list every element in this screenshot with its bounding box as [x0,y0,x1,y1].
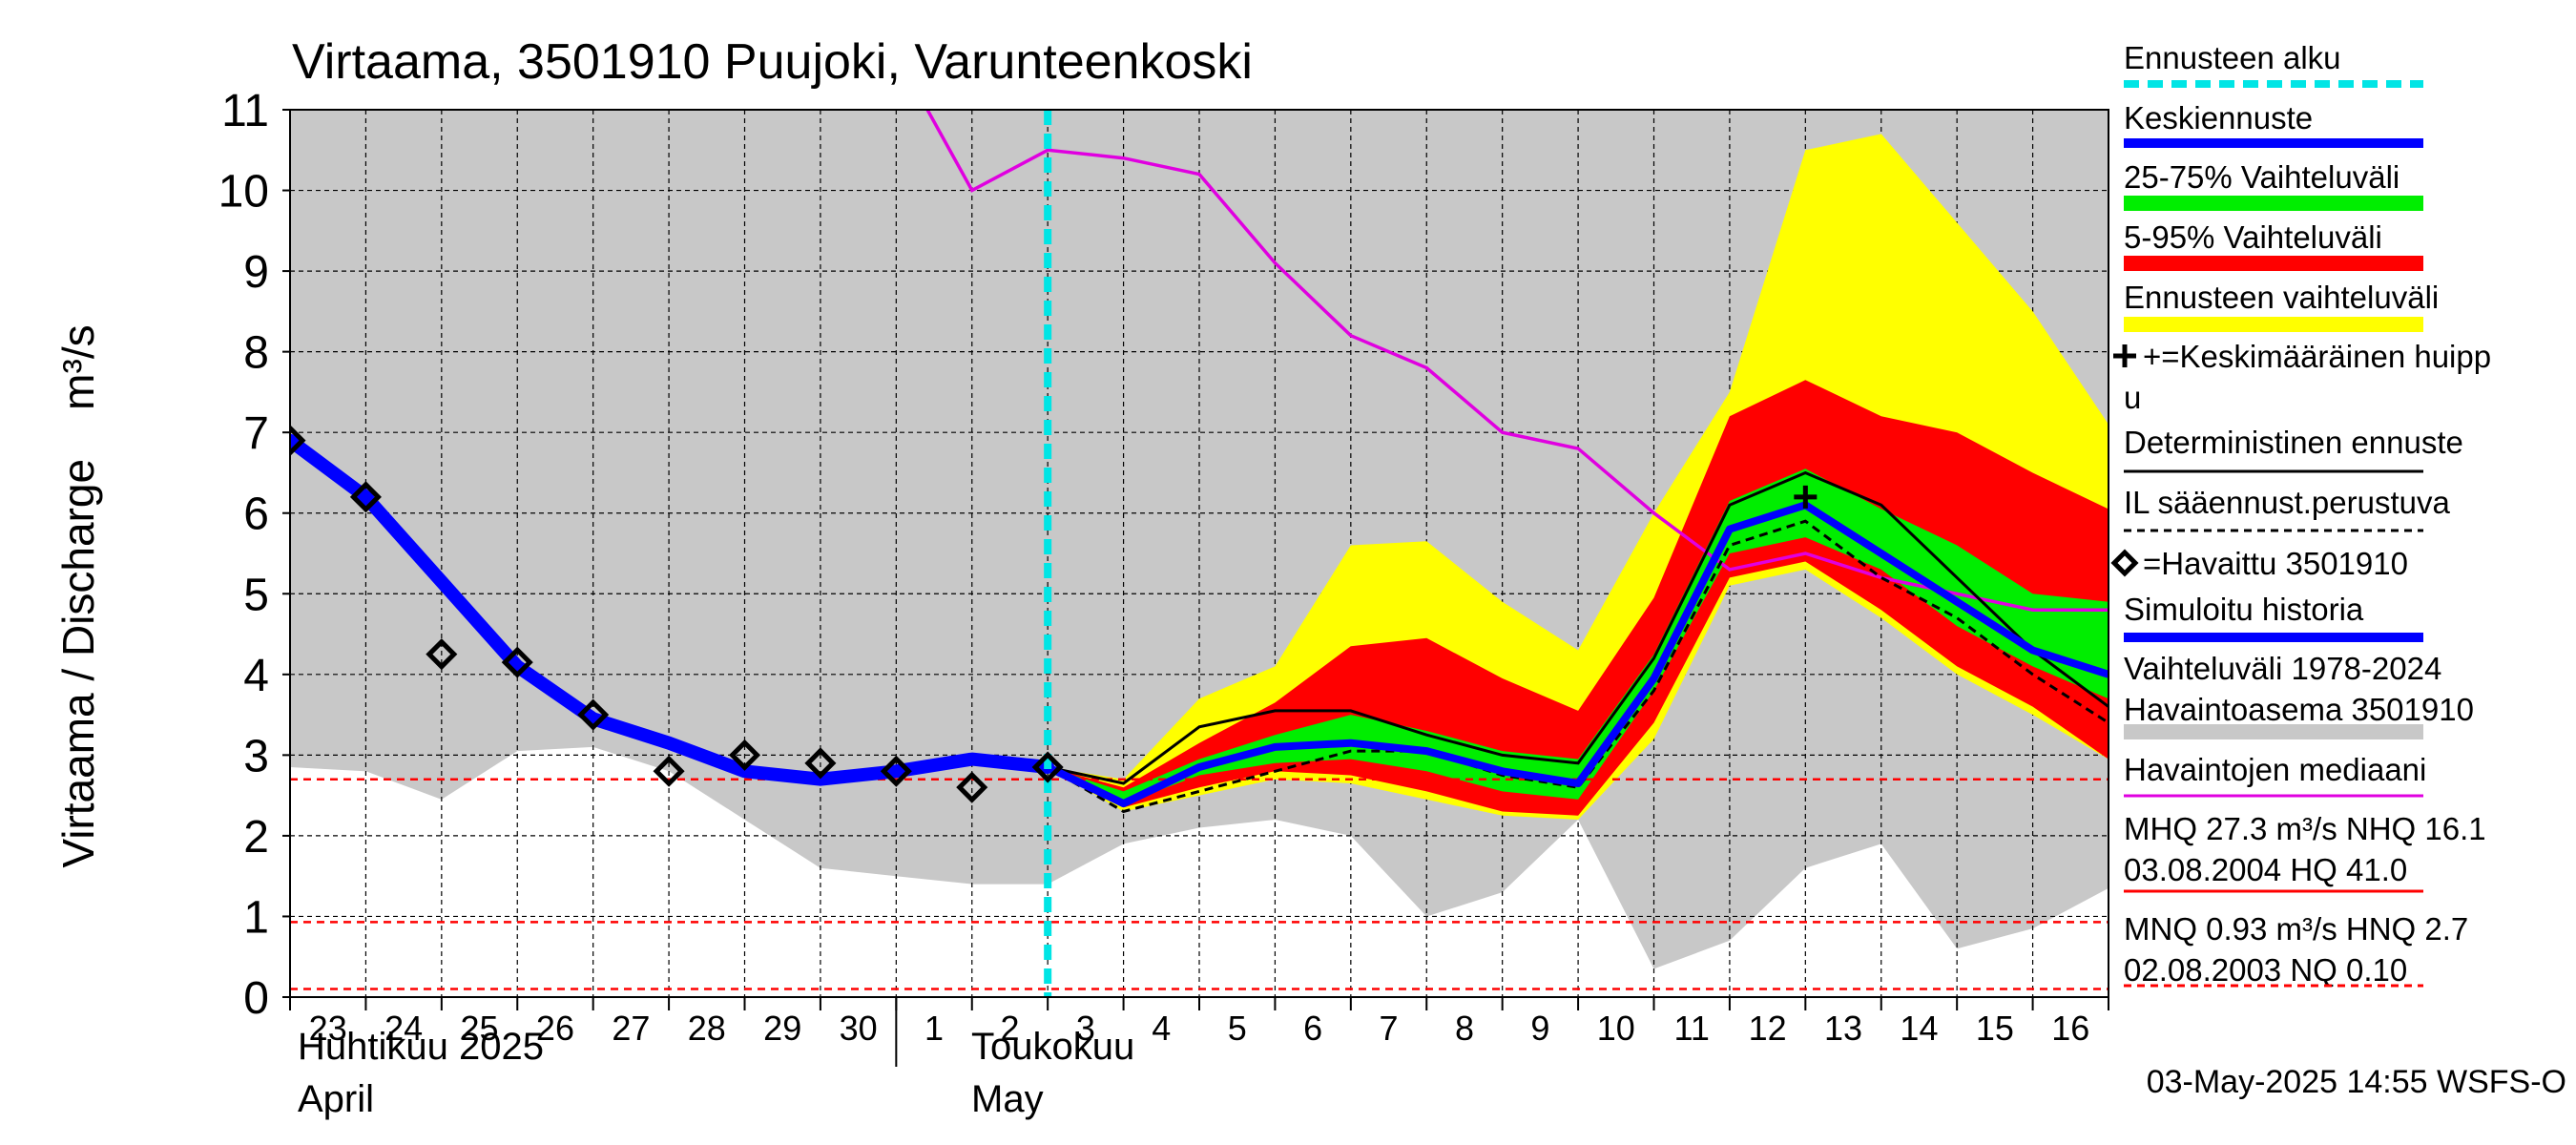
observed-point [349,481,382,513]
x-tick-label: 2 [1000,1009,1019,1048]
y-tick-label: 9 [243,247,269,298]
y-tick-label: 11 [221,86,269,136]
legend-label-keskimaarainen_huippu-line2: u [2124,380,2141,415]
x-tick-label: 23 [309,1009,347,1048]
legend-swatch-v5_95 [2124,256,2423,271]
observed-point [880,755,912,787]
y-tick-label: 6 [243,489,269,540]
month-label-april-fi: Huhtikuu 2025 [298,1026,544,1068]
y-tick-label: 5 [243,570,269,620]
forecast-range-band [1048,134,2109,820]
x-tick-label: 12 [1749,1009,1787,1048]
legend-label-mnq: MNQ 0.93 m³/s HNQ 2.7 [2124,911,2468,947]
x-tick-label: 29 [763,1009,801,1048]
legend-label-mnq-line2: 02.08.2003 NQ 0.10 [2124,952,2407,988]
legend-symbol-mean-peak [2113,344,2136,367]
mean-peak-marker [1794,485,1818,509]
legend: Ennusteen alku Keskiennuste 25-75% Vaihtel… [2110,40,2491,988]
y-tick-label: 1 [243,892,269,943]
plot-area [290,110,2109,997]
x-tick-label: 26 [536,1009,574,1048]
x-tick-label: 6 [1303,1009,1322,1048]
legend-swatch-ennusteen_vaihteluvali [2124,317,2423,332]
y-tick-label: 0 [243,973,269,1024]
legend-label-keskimaarainen_huippu: +=Keskimääräinen huipp [2143,339,2491,374]
y-tick-label: 3 [243,731,269,781]
legend-label-vaihteluvali_hist: Vaihteluväli 1978-2024 [2124,651,2441,686]
x-tick-label: 24 [384,1009,423,1048]
mean-forecast-line [1046,501,2109,808]
x-tick-label: 9 [1530,1009,1549,1048]
legend-label-ennusteen_vaihteluvali: Ennusteen vaihteluväli [2124,280,2439,315]
legend-label-vaihteluvali_hist-line2: Havaintoasema 3501910 [2124,692,2474,727]
x-tick-label: 15 [1976,1009,2014,1048]
band-25-75 [1048,468,2109,804]
x-tick-label: 11 [1674,1009,1710,1048]
observed-point [426,638,458,671]
x-tick-label: 25 [461,1009,499,1048]
month-label-may-en: May [971,1078,1044,1120]
observed-point [577,698,610,731]
y-tick-label: 7 [243,408,269,459]
legend-label-il_saa: IL sääennust.perustuva [2124,485,2450,520]
legend-label-keskiennuste: Keskiennuste [2124,100,2313,135]
y-tick-label: 4 [243,651,269,701]
x-tick-label: 8 [1455,1009,1474,1048]
x-tick-label: 5 [1228,1009,1247,1048]
y-axis-label: Virtaama / Discharge m³/s [53,324,103,867]
x-tick-label: 10 [1597,1009,1635,1048]
observed-point [653,755,685,787]
legend-label-v5_95: 5-95% Vaihteluväli [2124,219,2382,255]
y-tick-label: 8 [243,328,269,379]
month-label-april-en: April [298,1078,374,1120]
month-label-may-fi: Toukokuu [971,1026,1134,1068]
observed-point [1031,751,1064,783]
deterministic-forecast-line [1047,470,2109,785]
simulated-history-line [290,433,1055,786]
x-tick-label: 7 [1380,1009,1399,1048]
observed-point [956,771,988,803]
legend-label-simuloitu: Simuloitu historia [2124,592,2364,627]
il-forecast-line [1047,519,2109,814]
chart-title: Virtaama, 3501910 Puujoki, Varunteenkosk… [292,34,1253,90]
observed-point [501,646,533,678]
x-tick-label: 27 [612,1009,650,1048]
legend-swatch-vaihteluvali_hist [2124,724,2423,739]
observed-point [728,739,761,771]
legend-label-v25_75: 25-75% Vaihteluväli [2124,159,2399,195]
x-tick-label: 1 [924,1009,944,1048]
observed-point [804,747,837,780]
legend-label-mhq: MHQ 27.3 m³/s NHQ 16.1 [2124,811,2486,846]
plot-clip-group [290,110,2109,997]
legend-label-ennusteen_alku: Ennusteen alku [2124,40,2341,75]
timestamp: 03-May-2025 14:55 WSFS-O [2147,1064,2566,1100]
x-tick-label: 13 [1824,1009,1862,1048]
legend-label-mediaani: Havaintojen mediaani [2124,752,2426,787]
legend-label-mhq-line2: 03.08.2004 HQ 41.0 [2124,852,2407,887]
legend-swatch-v25_75 [2124,196,2423,211]
x-tick-label: 30 [840,1009,878,1048]
median-line [925,110,2109,612]
x-tick-label: 16 [2051,1009,2089,1048]
y-tick-label: 10 [218,167,269,218]
x-tick-label: 14 [1900,1009,1938,1048]
y-tick-label: 2 [243,812,269,863]
legend-label-havaittu: =Havaittu 3501910 [2143,546,2408,581]
x-tick-label: 4 [1152,1009,1171,1048]
observed-point [290,425,306,457]
x-tick-label: 28 [688,1009,726,1048]
legend-symbol-observed [2110,549,2139,577]
x-tick-label: 3 [1076,1009,1095,1048]
legend-label-deterministinen: Deterministinen ennuste [2124,425,2463,460]
